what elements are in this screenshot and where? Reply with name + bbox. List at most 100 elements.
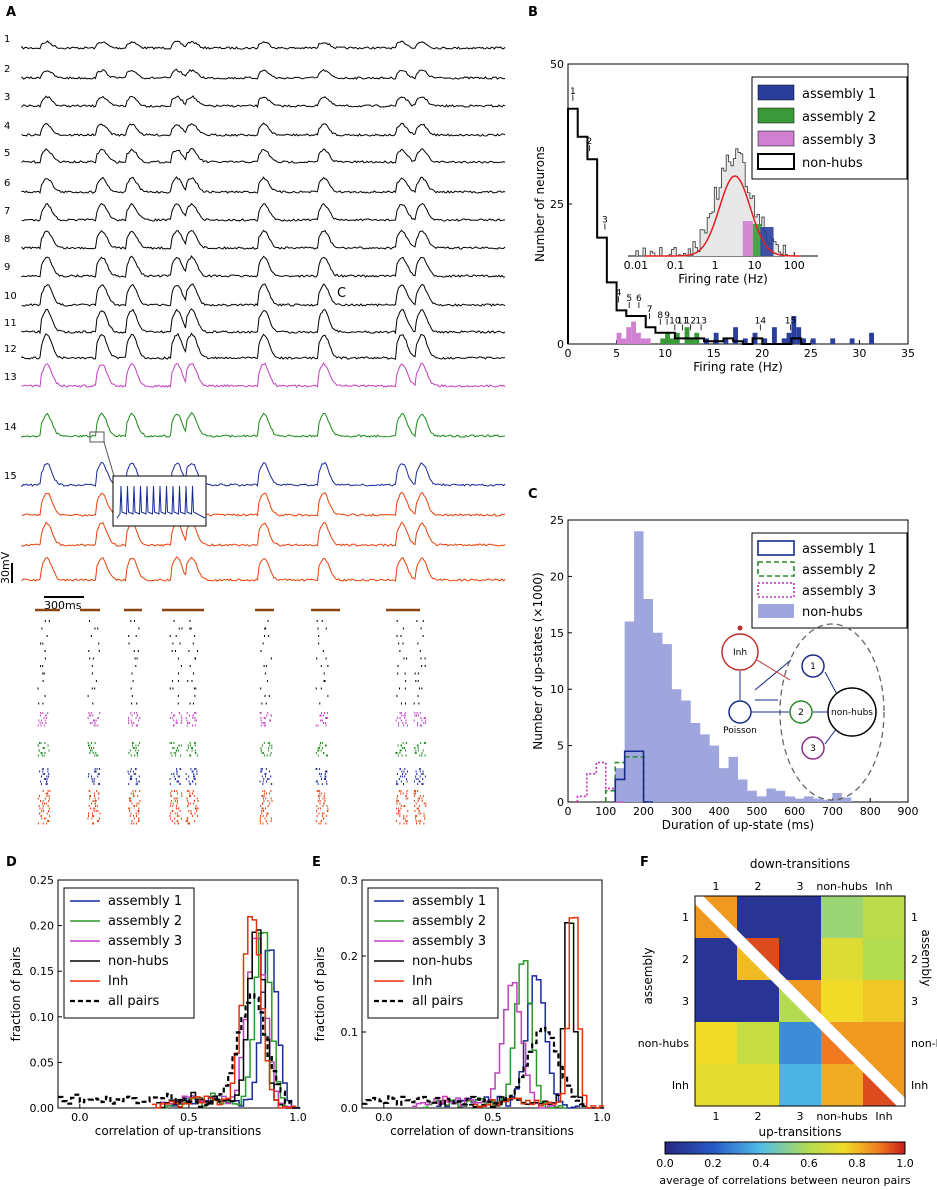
f-upper-cell	[779, 938, 821, 980]
b-legend-label: assembly 1	[802, 87, 876, 102]
f-colorbar-segment	[787, 1142, 790, 1154]
f-upper-cell	[821, 980, 863, 1022]
f-colorbar-segment	[831, 1142, 834, 1154]
b-bar-assembly3	[621, 338, 627, 344]
f-colorbar-segment	[877, 1142, 880, 1154]
f-colorbar-segment	[839, 1142, 842, 1154]
c-ytick-label: 15	[550, 627, 564, 640]
f-colorbar-segment	[821, 1142, 824, 1154]
trace-18	[21, 556, 506, 582]
b-bar-assembly1	[796, 327, 802, 344]
f-colorbar-segment	[805, 1142, 808, 1154]
d-xlabel: correlation of up-transitions	[95, 1124, 262, 1138]
f-colorbar-segment	[747, 1142, 750, 1154]
f-colorbar-segment	[759, 1142, 762, 1154]
spike-inset	[89, 431, 207, 527]
f-colorbar-segment	[719, 1142, 722, 1154]
trace-label-8: 8	[4, 234, 10, 245]
d-legend-box	[63, 887, 195, 1019]
f-colorbar-segment	[869, 1142, 872, 1154]
f-colorbar-segment	[665, 1142, 668, 1154]
trace-4	[21, 122, 506, 137]
b-ylabel: Number of neurons	[533, 146, 547, 262]
f-right-tick: 1	[911, 911, 918, 924]
f-upper-cell	[863, 1022, 905, 1064]
f-colorbar-segment	[785, 1142, 788, 1154]
f-colorbar-segment	[891, 1142, 894, 1154]
d-legend-label: Inh	[108, 974, 128, 989]
f-colorbar-segment	[853, 1142, 856, 1154]
f-right-tick: 3	[911, 995, 918, 1008]
f-colorbar-segment	[823, 1142, 826, 1154]
trace-14	[21, 412, 506, 438]
f-colorbar-segment	[717, 1142, 720, 1154]
c-net-inh-selfloop	[737, 625, 743, 631]
f-colorbar-segment	[741, 1142, 744, 1154]
panel-letter-a: A	[6, 5, 16, 20]
f-upper-cell	[737, 896, 779, 938]
trace-16	[21, 491, 506, 517]
f-bottom-tick: 3	[797, 1110, 804, 1123]
d-legend-label: assembly 3	[108, 934, 182, 949]
b-bar-assembly3	[631, 321, 636, 344]
f-top-label: down-transitions	[750, 857, 850, 871]
trace-3	[21, 95, 506, 109]
f-colorbar-tick: 0.0	[656, 1157, 674, 1170]
f-lower-cell	[695, 938, 737, 980]
f-colorbar-segment	[841, 1142, 844, 1154]
f-colorbar-segment	[715, 1142, 718, 1154]
b-bar-assembly1	[849, 338, 855, 344]
f-colorbar-segment	[765, 1142, 768, 1154]
f-colorbar-segment	[857, 1142, 860, 1154]
b-ytick-label: 25	[550, 198, 564, 211]
b-hub-label: 6	[636, 294, 642, 304]
f-colorbar-segment	[755, 1142, 758, 1154]
f-colorbar-segment	[683, 1142, 686, 1154]
f-colorbar-segment	[707, 1142, 710, 1154]
f-colorbar-segment	[729, 1142, 732, 1154]
c-legend-swatch	[757, 540, 795, 556]
e-xtick-label: 0.0	[375, 1111, 393, 1124]
c-legend-label: assembly 3	[802, 584, 876, 599]
trace-label-12: 12	[4, 344, 17, 355]
f-colorbar-segment	[885, 1142, 888, 1154]
trace-17	[21, 521, 506, 547]
f-colorbar-segment	[793, 1142, 796, 1154]
f-colorbar-segment	[671, 1142, 674, 1154]
f-colorbar-segment	[669, 1142, 672, 1154]
trace-2	[21, 68, 506, 80]
c-node-a2-label: 2	[798, 708, 804, 718]
f-colorbar-segment	[819, 1142, 822, 1154]
f-lower-cell	[737, 1064, 779, 1106]
d-legend-label: all pairs	[108, 994, 159, 1009]
b-inset-tick-label: 1	[712, 259, 719, 272]
panel-letter-c: C	[528, 487, 538, 502]
b-bar-assembly1	[723, 338, 729, 344]
inset-connector	[103, 441, 115, 477]
f-upper-cell	[863, 980, 905, 1022]
f-diagonal-band	[695, 896, 905, 1106]
b-hub-label: 7	[647, 305, 653, 315]
b-bar-assembly2	[665, 332, 670, 344]
trace-label-1: 1	[4, 34, 10, 45]
b-inset-assembly-bars	[760, 227, 774, 256]
b-bar-assembly1	[742, 338, 748, 344]
f-colorbar-segment	[797, 1142, 800, 1154]
f-colorbar-segment	[899, 1142, 902, 1154]
f-lower-cell	[695, 980, 737, 1022]
f-colorbar-segment	[667, 1142, 670, 1154]
b-inset-tick-label: 100	[784, 259, 805, 272]
f-right-label: assembly	[919, 930, 933, 987]
e-ytick-label: 0.2	[341, 950, 359, 963]
d-ytick-label: 0.05	[30, 1056, 55, 1069]
f-colorbar-segment	[893, 1142, 896, 1154]
f-colorbar-segment	[687, 1142, 690, 1154]
panel-letter-f: F	[640, 855, 649, 870]
b-bar-assembly1	[869, 332, 874, 344]
f-colorbar-segment	[827, 1142, 830, 1154]
b-legend-label: non-hubs	[802, 156, 863, 171]
f-frame	[694, 895, 906, 1107]
f-bottom-tick: non-hubs	[816, 1110, 868, 1123]
b-xtick-label: 20	[755, 347, 769, 360]
f-colorbar-segment	[881, 1142, 884, 1154]
